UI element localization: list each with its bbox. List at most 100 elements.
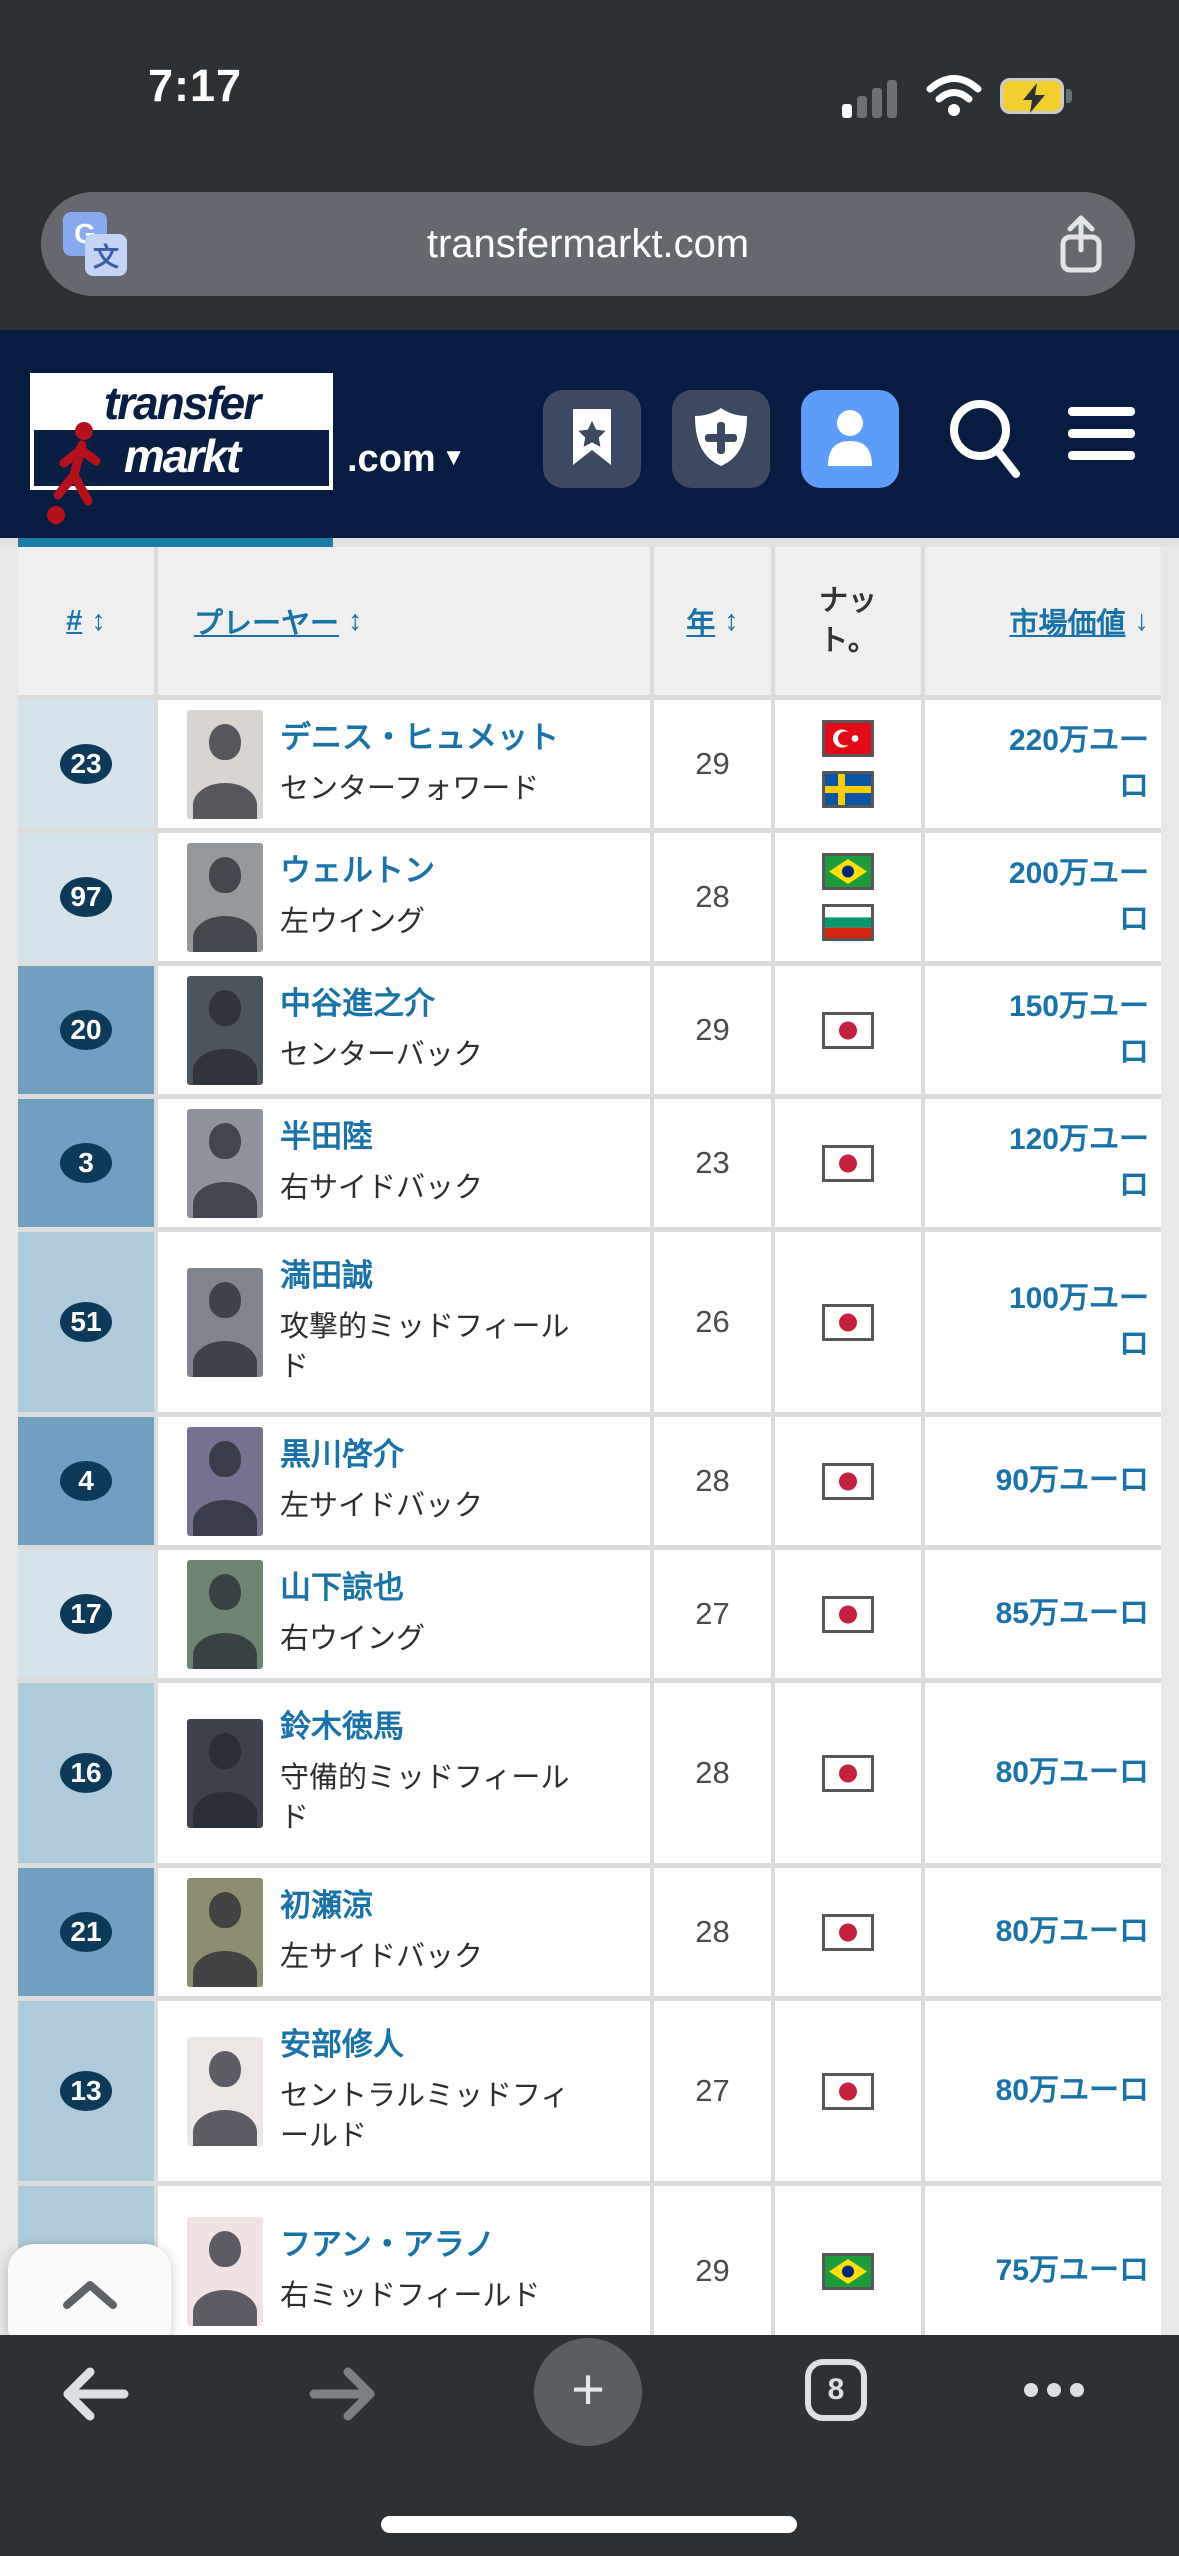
player-position: 右サイドバック [280,1172,484,1204]
market-value-link[interactable]: 220万ユー ロ [1008,724,1149,803]
browser-toolbar: + 8 [0,2335,1179,2556]
club-plus-button[interactable] [672,390,770,488]
player-photo[interactable] [187,2216,263,2326]
market-value-link[interactable]: 90万ユーロ [995,1464,1149,1497]
market-value-link[interactable]: 85万ユーロ [995,1597,1149,1630]
market-value-link[interactable]: 150万ユー ロ [1008,990,1149,1069]
shirt-number-cell: 3 [18,1099,154,1227]
player-name-link[interactable]: デニス・ヒュメット [280,720,559,755]
table-row: 21 初瀬涼 左サイドバック 28 80万ユーロ [18,1868,1161,1996]
shirt-number-cell: 20 [18,966,154,1094]
market-value-cell: 80万ユーロ [925,1868,1161,1996]
age-cell: 26 [654,1232,771,1412]
player-name-link[interactable]: 黒川啓介 [280,1437,404,1472]
player-cell: 中谷進之介 センターバック [158,966,650,1094]
flag-brazil-icon [822,2252,874,2290]
shirt-number-badge: 21 [60,1912,112,1952]
share-icon[interactable] [1049,212,1113,276]
nationality-cell [775,1099,921,1227]
player-position: 攻撃的ミッドフィール ド [280,1311,570,1383]
new-tab-button[interactable]: + [534,2338,642,2446]
flag-japan-icon [822,1011,874,1049]
header-market-value[interactable]: 市場価値 ↓ [925,547,1161,695]
market-value-link[interactable]: 80万ユーロ [995,1915,1149,1948]
player-cell: 山下諒也 右ウイング [158,1550,650,1678]
player-name-link[interactable]: ウェルトン [280,853,435,888]
player-photo[interactable] [187,1426,263,1536]
transfermarkt-logo[interactable]: transfer markt [30,373,333,524]
header-number[interactable]: # ↕ [18,547,154,695]
nationality-cell [775,1417,921,1545]
market-value-link[interactable]: 200万ユー ロ [1008,857,1149,936]
tab-switcher-button[interactable]: 8 [805,2359,867,2421]
header-player[interactable]: プレーヤー ↕ [158,547,650,695]
player-name-link[interactable]: 半田陸 [280,1119,373,1154]
bookmarks-button[interactable] [543,390,641,488]
player-name-link[interactable]: 鈴木徳馬 [280,1709,404,1744]
age-cell: 28 [654,833,771,961]
site-header: transfer markt .com ▼ [0,330,1179,538]
shirt-number-cell: 51 [18,1232,154,1412]
shirt-number-badge: 20 [60,1010,112,1050]
home-indicator[interactable] [381,2516,797,2533]
flag-japan-icon [822,1913,874,1951]
nationality-cell [775,1868,921,1996]
player-position: セントラルミッドフィ ールド [280,2080,570,2152]
market-value-link[interactable]: 80万ユーロ [995,2074,1149,2107]
scroll-to-top-button[interactable] [8,2244,171,2339]
player-photo[interactable] [187,1108,263,1218]
age-cell: 23 [654,1099,771,1227]
table-row: 97 ウェルトン 左ウイング 28 200万ユー ロ [18,833,1161,961]
player-position: 右ウイング [280,1623,426,1655]
player-photo[interactable] [187,2036,263,2146]
player-name-link[interactable]: 安部修人 [280,2027,404,2062]
flag-japan-icon [822,1462,874,1500]
market-value-link[interactable]: 120万ユー ロ [1008,1123,1149,1202]
market-value-link[interactable]: 75万ユーロ [995,2254,1149,2287]
player-cell: 満田誠 攻撃的ミッドフィール ド [158,1232,650,1412]
back-button[interactable] [60,2363,130,2430]
account-button[interactable] [801,390,899,488]
market-value-cell: 90万ユーロ [925,1417,1161,1545]
shirt-number-cell: 21 [18,1868,154,1996]
shirt-number-badge: 3 [60,1143,112,1183]
player-photo[interactable] [187,1267,263,1377]
player-photo[interactable] [187,842,263,952]
shirt-number-cell: 97 [18,833,154,961]
player-name-link[interactable]: 中谷進之介 [280,986,435,1021]
forward-button[interactable] [308,2363,378,2430]
player-cell: 黒川啓介 左サイドバック [158,1417,650,1545]
shirt-number-cell: 16 [18,1683,154,1863]
player-name-link[interactable]: 満田誠 [280,1258,373,1293]
player-cell: 安部修人 セントラルミッドフィ ールド [158,2001,650,2181]
market-value-link[interactable]: 80万ユーロ [995,1756,1149,1789]
search-button[interactable] [944,396,1028,482]
status-time: 7:17 [148,60,243,111]
nationality-cell [775,1232,921,1412]
player-photo[interactable] [187,1559,263,1669]
shield-plus-icon [695,407,747,471]
plus-icon: + [571,2357,605,2422]
market-value-link[interactable]: 100万ユー ロ [1008,1282,1149,1361]
player-name-link[interactable]: フアン・アラノ [280,2227,496,2262]
more-options-button[interactable] [1024,2383,1084,2397]
player-photo[interactable] [187,709,263,819]
menu-icon[interactable] [1068,407,1135,460]
nationality-cell [775,833,921,961]
bookmark-star-icon [569,408,615,470]
player-photo[interactable] [187,1877,263,1987]
header-age[interactable]: 年 ↕ [654,547,771,695]
table-row: 20 中谷進之介 センターバック 29 150万ユー ロ [18,966,1161,1094]
market-value-cell: 150万ユー ロ [925,966,1161,1094]
player-position: 左サイドバック [280,1941,484,1973]
url-domain[interactable]: transfermarkt.com [426,221,750,266]
kicker-figure-icon [44,419,114,534]
player-photo[interactable] [187,1718,263,1828]
player-name-link[interactable]: 山下諒也 [280,1570,404,1605]
shirt-number-badge: 13 [60,2071,112,2111]
player-photo[interactable] [187,975,263,1085]
player-name-link[interactable]: 初瀬涼 [280,1888,373,1923]
logo-tld-dropdown[interactable]: .com ▼ [347,438,466,480]
